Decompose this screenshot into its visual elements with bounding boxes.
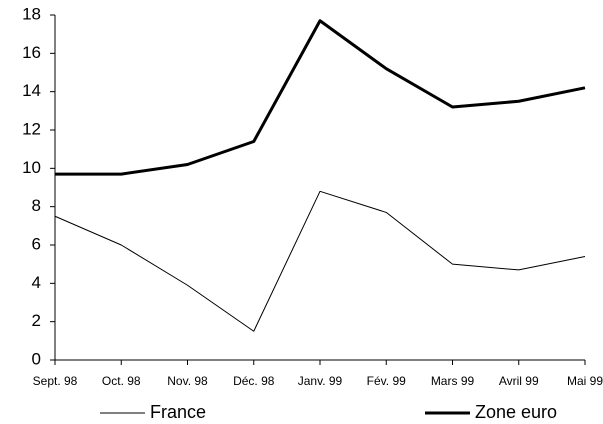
y-tick-label: 18 (22, 4, 41, 23)
y-tick-label: 8 (32, 196, 41, 215)
x-tick-label: Fév. 99 (367, 374, 406, 388)
y-tick-label: 16 (22, 43, 41, 62)
y-tick-label: 14 (22, 81, 41, 100)
y-tick-label: 6 (32, 234, 41, 253)
series-line (55, 19, 586, 176)
legend-label: Zone euro (475, 402, 557, 422)
y-tick-label: 2 (32, 311, 41, 330)
x-tick-label: Janv. 99 (298, 374, 343, 388)
series-line (54, 190, 586, 332)
y-tick-label: 4 (32, 273, 41, 292)
x-tick-label: Déc. 98 (233, 374, 275, 388)
x-tick-label: Mai 99 (567, 374, 603, 388)
x-tick-label: Nov. 98 (167, 374, 208, 388)
x-tick-label: Sept. 98 (33, 374, 78, 388)
x-tick-label: Mars 99 (431, 374, 475, 388)
y-tick-label: 12 (22, 119, 41, 138)
y-tick-label: 0 (32, 349, 41, 368)
x-tick-label: Oct. 98 (102, 374, 141, 388)
x-tick-label: Avril 99 (499, 374, 539, 388)
y-tick-label: 10 (22, 158, 41, 177)
legend-label: France (150, 402, 206, 422)
